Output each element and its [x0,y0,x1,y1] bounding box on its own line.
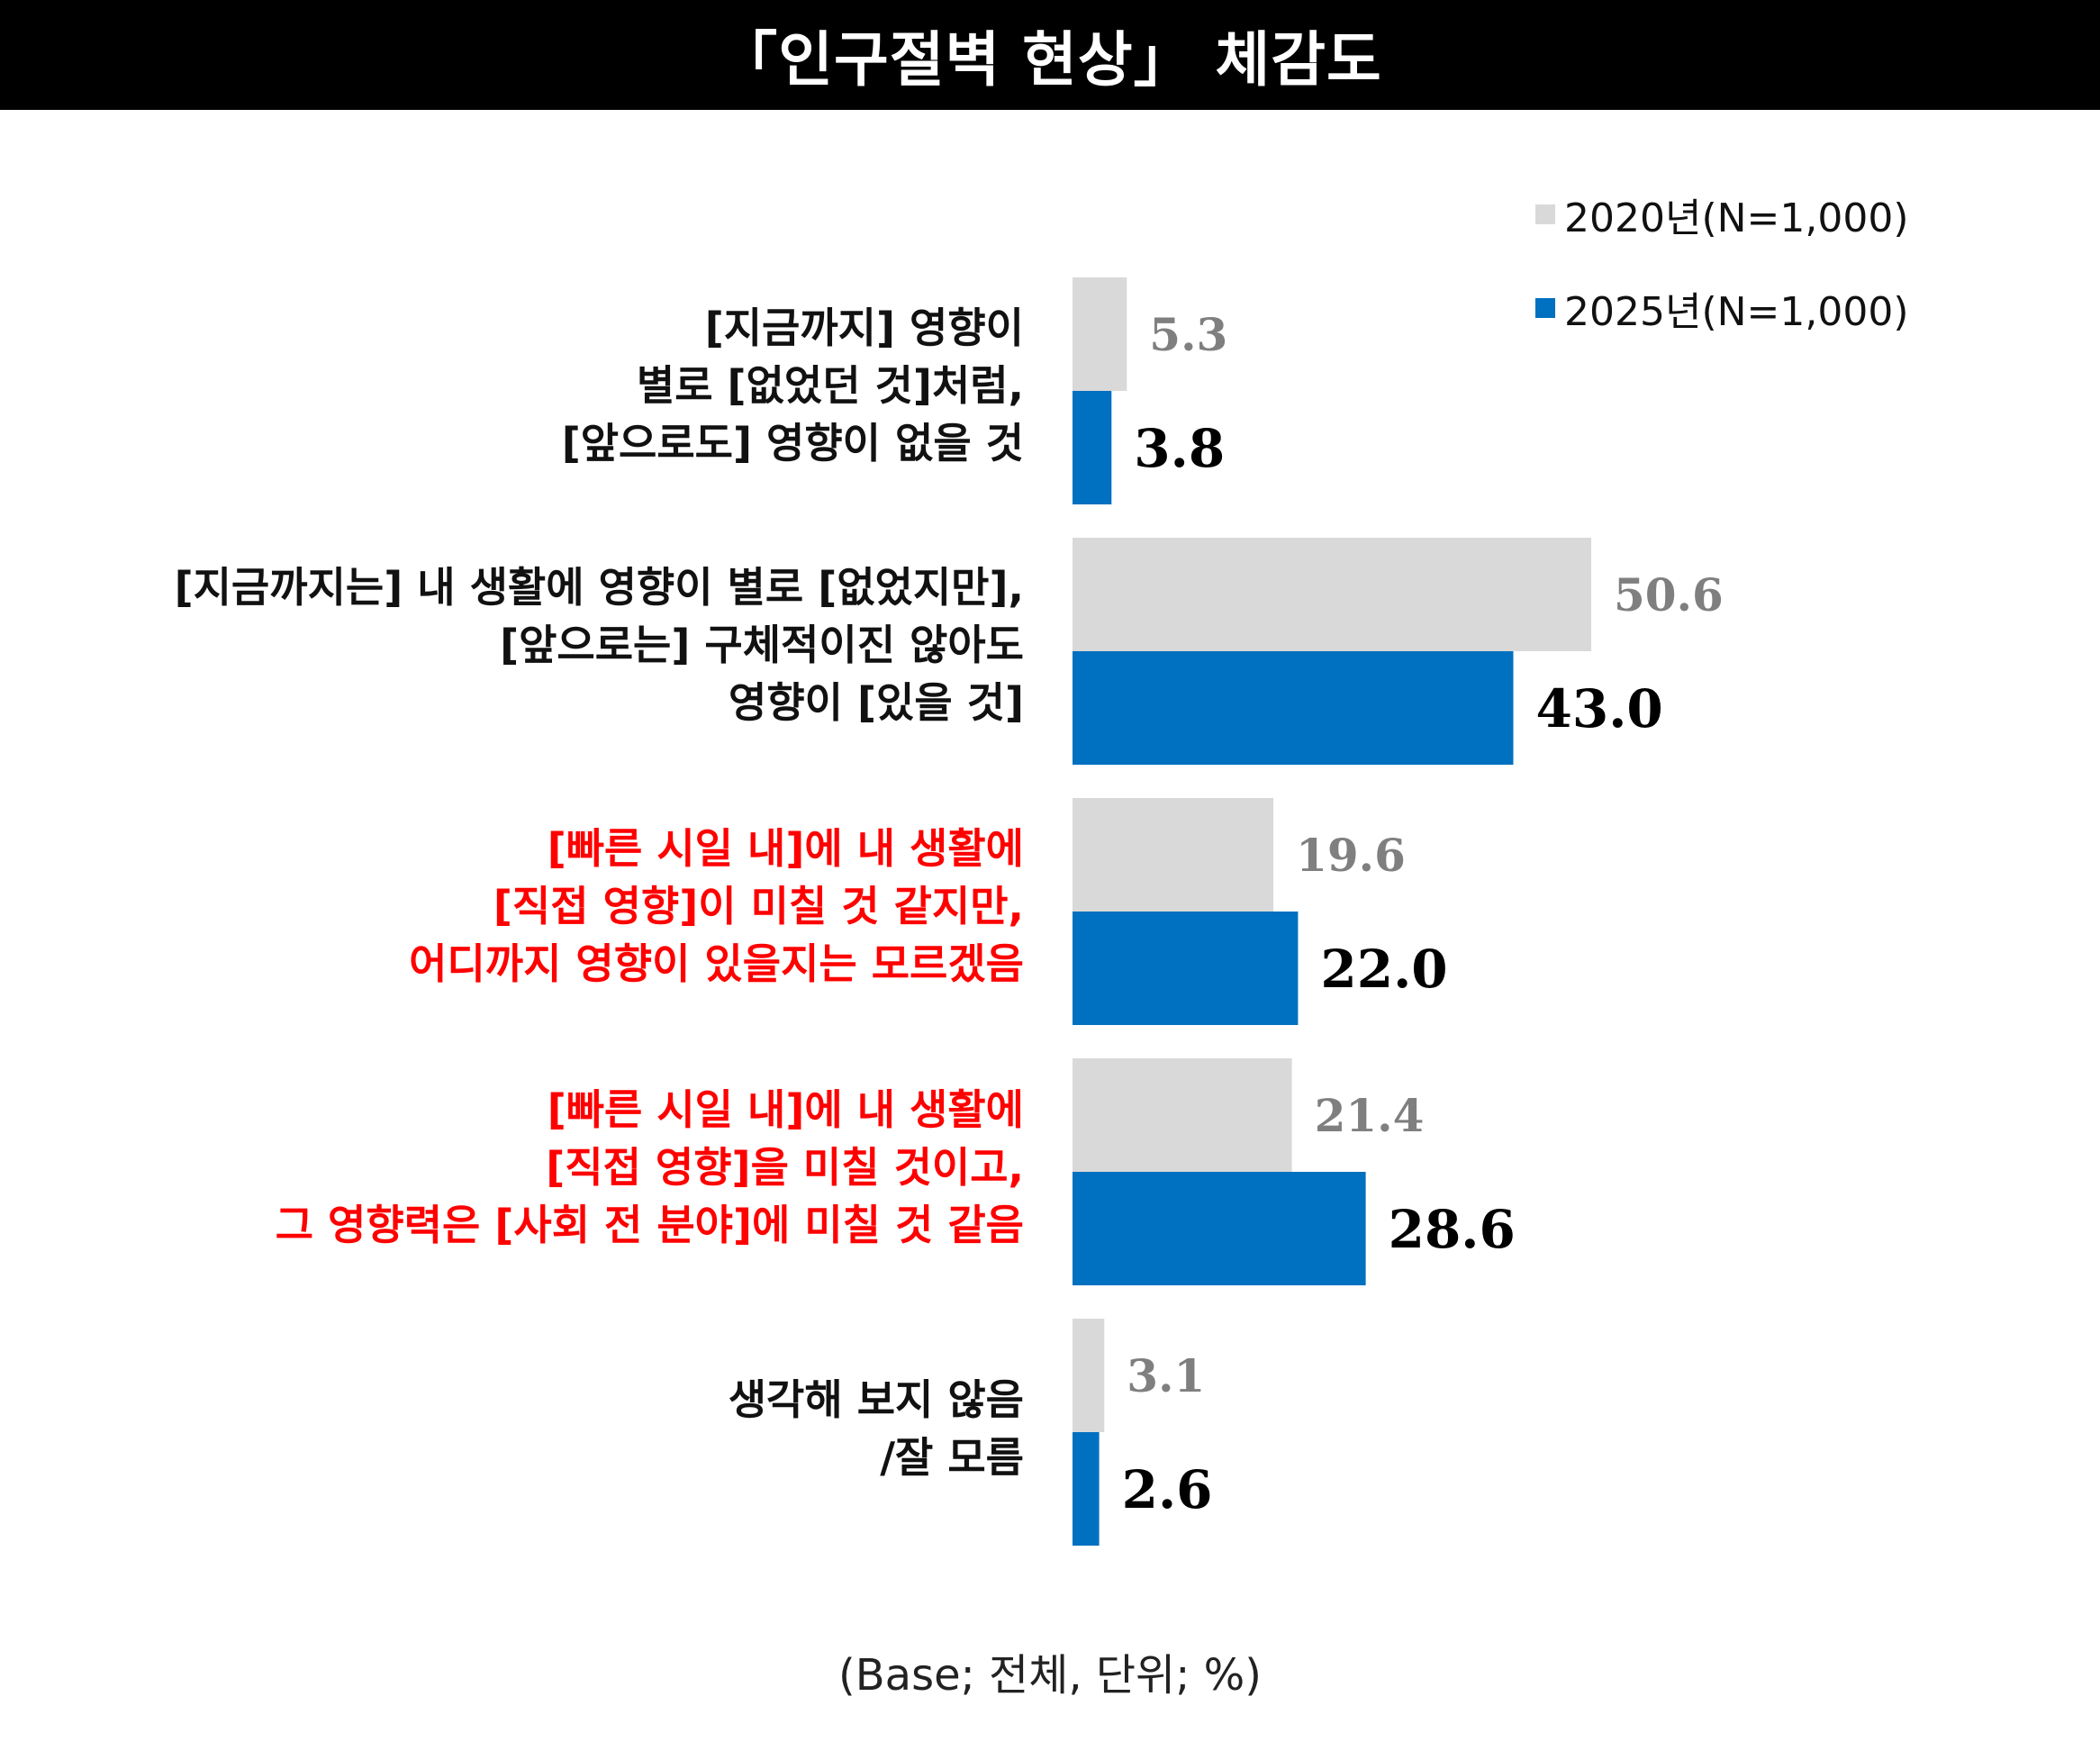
category-label-line: 어디까지 영향이 있을지는 모르겠음 [409,939,1024,988]
category-label-line: [앞으로는] 구체적이진 않아도 [500,621,1024,669]
bar-2025-1 [1073,391,1112,504]
data-label-2025-2: 43.0 [1536,678,1663,739]
legend-item-2020: 2020년(N=1,000) [1535,191,1909,241]
chart-title: 「인구절벽 현상」 체감도 [0,0,2100,110]
category-label-line: [지금까지] 영향이 [704,304,1024,352]
legend-swatch-2020 [1535,204,1555,224]
category-label-5: 생각해 보지 않음 /잘 모름 [33,1371,1024,1486]
bar-2025-4 [1073,1172,1366,1285]
category-label-line: [지금까지는] 내 생활에 영향이 별로 [없었지만], [174,563,1024,612]
category-label-3: [빠른 시일 내]에 내 생활에 [직접 영향]이 미칠 것 같지만, 어디까지… [33,820,1024,993]
data-label-2020-4: 21.4 [1315,1089,1425,1142]
category-label-line: [빠른 시일 내]에 내 생활에 [547,824,1024,873]
legend-swatch-2025 [1535,298,1555,318]
bar-2025-5 [1073,1432,1100,1546]
data-label-2025-4: 28.6 [1389,1199,1516,1260]
bar-2020-2 [1073,538,1591,651]
bar-2025-3 [1073,912,1299,1025]
data-label-2025-3: 22.0 [1320,939,1447,1000]
legend-item-2025: 2025년(N=1,000) [1535,285,1909,335]
data-label-2020-2: 50.6 [1614,568,1724,621]
category-label-line: [빠른 시일 내]에 내 생활에 [547,1085,1024,1134]
data-label-2020-5: 3.1 [1127,1349,1205,1402]
data-label-2020-3: 19.6 [1296,829,1406,882]
legend-label-2020: 2020년(N=1,000) [1564,195,1909,241]
category-label-2: [지금까지는] 내 생활에 영향이 별로 [없었지만], [앞으로는] 구체적이… [33,558,1024,731]
category-label-line: 별로 [없었던 것]처럼, [636,361,1024,410]
bar-2020-4 [1073,1058,1292,1172]
category-label-1: [지금까지] 영향이 별로 [없었던 것]처럼, [앞으로도] 영향이 없을 것 [33,299,1024,472]
category-label-line: 생각해 보지 않음 [728,1375,1024,1424]
bar-2020-5 [1073,1319,1105,1432]
bar-2020-3 [1073,798,1274,912]
legend-label-2025: 2025년(N=1,000) [1564,289,1909,335]
category-label-line: [앞으로도] 영향이 없을 것 [561,419,1024,467]
legend: 2020년(N=1,000) 2025년(N=1,000) [1535,191,1909,378]
category-label-line: 그 영향력은 [사회 전 분야]에 미칠 것 같음 [275,1201,1024,1249]
bar-2020-1 [1073,277,1127,391]
category-label-line: /잘 모름 [880,1433,1024,1482]
footnote: (Base; 전체, 단위; %) [838,1650,1262,1701]
category-label-line: 영향이 [있을 것] [729,678,1024,727]
data-label-2025-5: 2.6 [1122,1459,1213,1520]
category-label-4: [빠른 시일 내]에 내 생활에 [직접 영향]을 미칠 것이고, 그 영향력은… [33,1081,1024,1254]
data-label-2020-1: 5.3 [1149,308,1227,361]
category-label-line: [직접 영향]이 미칠 것 같지만, [493,882,1024,930]
category-label-line: [직접 영향]을 미칠 것이고, [546,1143,1024,1192]
bar-2025-2 [1073,651,1514,765]
data-label-2025-1: 3.8 [1134,418,1225,479]
